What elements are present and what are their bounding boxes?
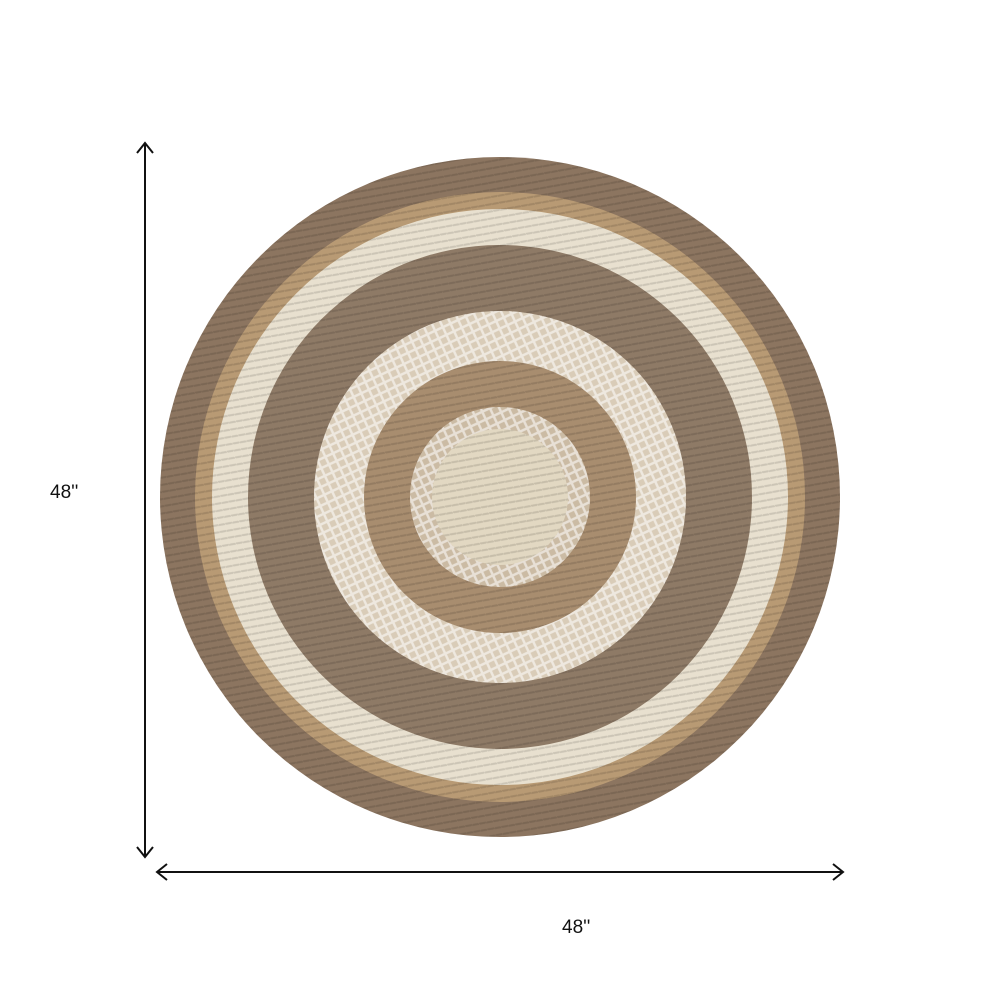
rug-texture-center xyxy=(432,429,568,565)
horizontal-dimension-arrow xyxy=(155,863,845,881)
height-label: 48'' xyxy=(50,482,79,503)
width-label: 48'' xyxy=(562,917,591,938)
vertical-dimension-arrow xyxy=(136,141,154,859)
